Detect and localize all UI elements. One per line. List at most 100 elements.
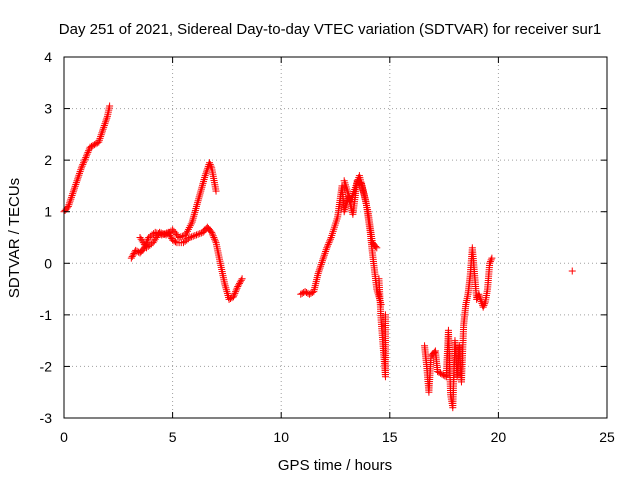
data-point xyxy=(106,102,114,110)
data-point xyxy=(568,267,576,275)
data-point xyxy=(188,233,196,241)
data-point xyxy=(232,286,240,294)
data-point xyxy=(211,237,219,245)
data-point xyxy=(82,154,90,162)
data-point xyxy=(230,291,238,299)
y-tick-label: 3 xyxy=(44,101,52,117)
data-point xyxy=(486,259,494,267)
x-tick-label: 20 xyxy=(491,429,507,445)
data-point xyxy=(206,160,214,168)
data-point xyxy=(84,148,92,156)
data-point xyxy=(170,237,178,245)
x-tick-label: 5 xyxy=(169,429,177,445)
data-point xyxy=(434,368,442,376)
y-tick-label: -3 xyxy=(40,410,53,426)
data-point xyxy=(234,282,242,290)
data-point xyxy=(480,301,488,309)
data-point xyxy=(80,159,88,167)
data-point xyxy=(225,295,233,303)
data-point xyxy=(196,230,204,238)
data-point xyxy=(178,232,186,240)
x-tick-label: 15 xyxy=(382,429,398,445)
data-points xyxy=(60,102,576,412)
x-tick-label: 0 xyxy=(60,429,68,445)
data-point xyxy=(132,246,140,254)
data-point xyxy=(436,369,444,377)
data-point xyxy=(156,228,164,236)
data-point xyxy=(90,141,98,149)
grid-lines xyxy=(64,57,607,418)
data-point xyxy=(186,234,194,241)
data-point xyxy=(487,256,495,264)
data-point xyxy=(209,232,217,240)
x-tick-label: 10 xyxy=(273,429,289,445)
y-tick-label: 4 xyxy=(44,49,52,65)
y-tick-label: -1 xyxy=(40,307,53,323)
data-point xyxy=(78,162,86,170)
data-point xyxy=(171,238,179,246)
data-point xyxy=(324,240,332,248)
data-point xyxy=(235,281,243,289)
axis-tick-labels: 0 5 10 15 20 25 -3 -2 -1 0 1 2 3 4 xyxy=(40,49,615,445)
data-point xyxy=(63,204,71,212)
data-point xyxy=(210,234,218,241)
data-point xyxy=(212,187,220,195)
data-point xyxy=(88,142,96,150)
data-point xyxy=(325,239,333,247)
y-tick-label: 2 xyxy=(44,152,52,168)
data-point xyxy=(128,253,136,261)
chart-title: Day 251 of 2021, Sidereal Day-to-day VTE… xyxy=(59,21,601,38)
y-tick-label: 1 xyxy=(44,204,52,220)
data-point xyxy=(231,289,239,297)
data-point xyxy=(208,228,216,236)
data-point xyxy=(307,289,315,297)
data-point xyxy=(227,295,235,303)
data-point xyxy=(373,244,381,252)
data-point xyxy=(238,275,246,283)
data-point xyxy=(85,147,93,155)
data-point xyxy=(192,231,200,239)
data-point xyxy=(82,152,90,160)
y-tick-label: 0 xyxy=(44,255,52,271)
data-point xyxy=(167,233,175,241)
data-point xyxy=(233,284,241,292)
data-point xyxy=(160,230,168,238)
data-point xyxy=(211,235,219,243)
data-point xyxy=(92,140,100,148)
data-point xyxy=(237,276,245,284)
y-axis-label: SDTVAR / TECUs xyxy=(6,178,23,298)
data-point xyxy=(194,230,202,238)
data-point xyxy=(236,278,244,286)
data-point xyxy=(177,233,185,241)
data-point xyxy=(83,150,91,158)
data-point xyxy=(301,288,309,296)
data-point xyxy=(435,368,443,376)
data-point xyxy=(235,279,243,287)
data-point xyxy=(80,157,88,165)
plot-border xyxy=(63,56,608,419)
data-point xyxy=(486,258,494,266)
data-point xyxy=(207,227,215,235)
data-point xyxy=(232,288,240,296)
data-point xyxy=(189,232,197,240)
data-point xyxy=(77,164,85,172)
data-point xyxy=(229,293,237,301)
data-point xyxy=(86,143,94,151)
data-point xyxy=(372,243,380,251)
data-point xyxy=(129,251,137,259)
data-point xyxy=(157,229,165,237)
x-axis-label: GPS time / hours xyxy=(278,457,392,474)
data-point xyxy=(89,142,97,150)
data-point xyxy=(127,254,135,262)
data-point xyxy=(305,290,313,298)
data-point xyxy=(488,254,496,262)
data-point xyxy=(381,311,389,319)
y-tick-label: -2 xyxy=(40,358,53,374)
x-tick-label: 25 xyxy=(599,429,615,445)
axis-ticks xyxy=(63,56,608,419)
data-point xyxy=(323,244,331,252)
data-point xyxy=(208,230,216,238)
data-point xyxy=(430,348,438,356)
